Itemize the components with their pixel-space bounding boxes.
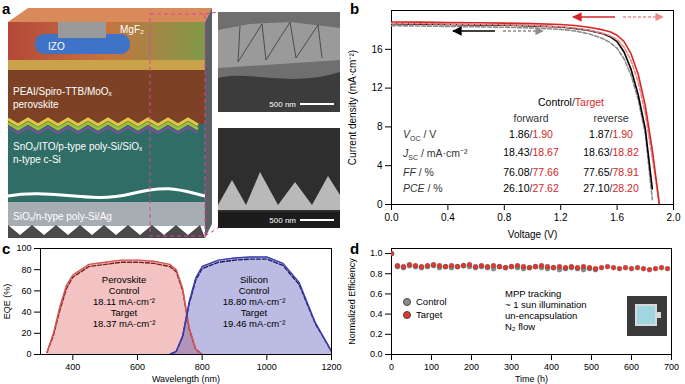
html-text:Target: Target: [416, 309, 443, 320]
html-text:forward: forward: [513, 112, 549, 125]
svg-text:1.6: 1.6: [610, 212, 624, 223]
svg-text:20: 20: [21, 328, 31, 338]
svg-text:Time (h): Time (h): [515, 374, 548, 384]
svg-text:1200: 1200: [321, 362, 341, 372]
svg-text:0.8: 0.8: [370, 269, 383, 279]
svg-text:IZO: IZO: [48, 41, 65, 52]
svg-text:200: 200: [464, 362, 479, 372]
html-text:76.08 / 77.66: 76.08 / 77.66: [503, 165, 559, 178]
svg-text:600: 600: [624, 362, 639, 372]
html-text:Target: Target: [110, 307, 138, 318]
svg-text:MgF₂: MgF₂: [120, 24, 144, 35]
html-text:VOC/ V: VOC/ V: [403, 128, 437, 143]
html-text:Control: Control: [238, 285, 270, 296]
svg-text:500 nm: 500 nm: [269, 100, 296, 109]
svg-text:1.0: 1.0: [370, 248, 383, 258]
svg-text:0.4: 0.4: [370, 309, 383, 319]
svg-text:n-type c-Si: n-type c-Si: [13, 154, 61, 165]
svg-text:8: 8: [377, 121, 383, 132]
html-text:MPP tracking: MPP tracking: [505, 288, 562, 299]
svg-text:12: 12: [371, 82, 383, 93]
svg-text:perovskite: perovskite: [13, 99, 59, 110]
html-text:d: d: [350, 240, 360, 257]
svg-text:16: 16: [371, 44, 383, 55]
svg-text:400: 400: [65, 362, 80, 372]
html-text:1.87 / 1.90: 1.87 / 1.90: [589, 128, 633, 141]
svg-text:1000: 1000: [257, 362, 277, 372]
svg-text:500 nm: 500 nm: [269, 216, 296, 225]
svg-text:0: 0: [377, 199, 383, 210]
svg-text:0: 0: [26, 349, 31, 359]
svg-text:700: 700: [664, 362, 679, 372]
svg-text:60: 60: [21, 286, 31, 296]
svg-text:Wavelength (nm): Wavelength (nm): [152, 374, 220, 384]
svg-text:Current density (mA·cm⁻²): Current density (mA·cm⁻²): [347, 50, 358, 165]
svg-text:0.6: 0.6: [370, 289, 383, 299]
svg-text:400: 400: [544, 362, 559, 372]
svg-text:300: 300: [504, 362, 519, 372]
svg-text:PEAI/Spiro-TTB/MoOₓ: PEAI/Spiro-TTB/MoOₓ: [13, 86, 113, 97]
html-text:JSC/ mA·cm⁻²: JSC/ mA·cm⁻²: [403, 147, 468, 162]
html-text:b: b: [350, 0, 360, 17]
svg-text:100: 100: [424, 362, 439, 372]
html-text:reverse: reverse: [593, 112, 629, 125]
html-text:26.10 / 27.62: 26.10 / 27.62: [503, 181, 559, 194]
svg-text:0.0: 0.0: [370, 349, 383, 359]
svg-text:40: 40: [21, 307, 31, 317]
html-text:18.63 / 18.82: 18.63 / 18.82: [583, 146, 639, 159]
html-text:18.80 mA·cm⁻²: 18.80 mA·cm⁻²: [222, 296, 286, 307]
html-text:a: a: [2, 0, 11, 17]
svg-text:2.0: 2.0: [667, 212, 681, 223]
svg-text:SnOₓ/ITO/p-type poly-Si/SiOₓ: SnOₓ/ITO/p-type poly-Si/SiOₓ: [13, 141, 143, 152]
svg-text:SiOₓ/n-type poly-Si/Ag: SiOₓ/n-type poly-Si/Ag: [13, 211, 112, 222]
html-text:27.10 / 28.20: 27.10 / 28.20: [583, 181, 639, 194]
html-text:N₂ flow: N₂ flow: [505, 321, 536, 332]
html-text:18.43 / 18.67: 18.43 / 18.67: [503, 146, 559, 159]
svg-text:0: 0: [389, 362, 394, 372]
svg-text:0.0: 0.0: [385, 212, 399, 223]
svg-text:80: 80: [21, 265, 31, 275]
html-text:18.11 mA·cm⁻²: 18.11 mA·cm⁻²: [93, 296, 155, 307]
html-text:Control: Control: [416, 296, 447, 307]
html-text:~ 1 sun illumination: ~ 1 sun illumination: [505, 299, 587, 310]
html-text:1.86 / 1.90: 1.86 / 1.90: [509, 128, 553, 141]
svg-text:800: 800: [195, 362, 210, 372]
html-text:Perovskite: Perovskite: [101, 274, 147, 285]
svg-text:0.2: 0.2: [370, 329, 383, 339]
svg-text:100: 100: [16, 243, 31, 253]
html-text:Control / Target: Control / Target: [538, 96, 604, 108]
html-text:PCE / %: PCE / %: [403, 181, 443, 194]
html-text:Silicon: Silicon: [240, 274, 268, 285]
html-text:Target: Target: [240, 307, 268, 318]
html-text:19.46 mA·cm⁻²: 19.46 mA·cm⁻²: [222, 318, 286, 329]
svg-text:4: 4: [377, 160, 383, 171]
svg-text:Normalized Efficiency: Normalized Efficiency: [347, 258, 357, 345]
svg-text:1.2: 1.2: [554, 212, 568, 223]
svg-text:500: 500: [584, 362, 599, 372]
html-text:FF / %: FF / %: [403, 165, 434, 178]
html-text:un-encapsulation: un-encapsulation: [505, 310, 578, 321]
svg-text:0.4: 0.4: [441, 212, 455, 223]
svg-text:600: 600: [130, 362, 145, 372]
html-text:c: c: [2, 240, 11, 257]
html-text:18.37 mA·cm⁻²: 18.37 mA·cm⁻²: [92, 318, 156, 329]
svg-text:0.8: 0.8: [497, 212, 511, 223]
html-text:Control: Control: [108, 285, 140, 296]
svg-text:Voltage (V): Voltage (V): [508, 229, 557, 240]
html-text:77.65 / 78.91: 77.65 / 78.91: [583, 165, 639, 178]
svg-text:EQE (%): EQE (%): [2, 284, 12, 320]
